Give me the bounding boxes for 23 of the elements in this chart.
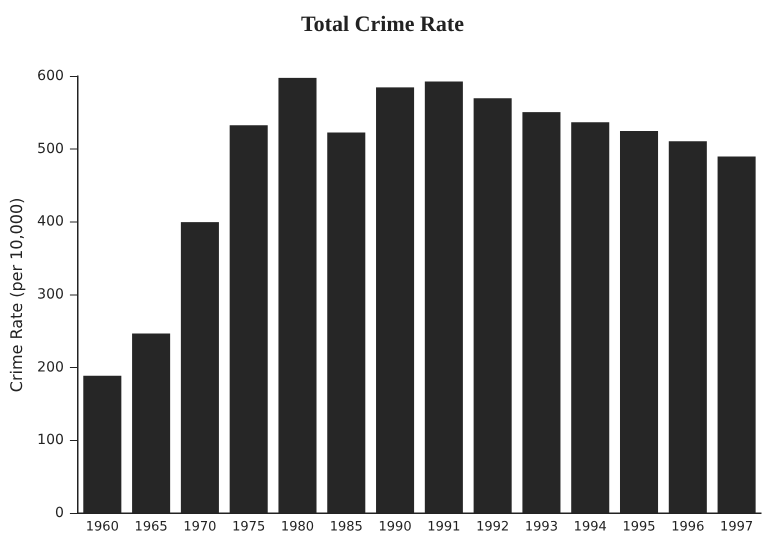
x-tick-label: 1970 bbox=[183, 520, 216, 535]
x-tick-label: 1992 bbox=[476, 520, 510, 535]
y-tick-label: 100 bbox=[37, 432, 64, 448]
y-tick-label: 300 bbox=[37, 286, 64, 303]
y-tick-label: 400 bbox=[37, 214, 64, 230]
chart-title: Total Crime Rate bbox=[301, 10, 464, 36]
x-tick-label: 1996 bbox=[671, 520, 704, 535]
x-tick-label: 1993 bbox=[524, 520, 558, 535]
x-tick-label: 1994 bbox=[574, 520, 607, 535]
x-tick-label: 1997 bbox=[720, 520, 754, 535]
x-tick-label: 1960 bbox=[86, 520, 119, 535]
y-axis-title: Crime Rate (per 10,000) bbox=[6, 198, 26, 392]
y-tick-label: 600 bbox=[37, 68, 64, 84]
x-tick-label: 1995 bbox=[622, 520, 656, 535]
y-tick-label: 500 bbox=[37, 140, 64, 157]
x-tick-label: 1990 bbox=[378, 520, 412, 535]
x-tick-label: 1991 bbox=[427, 520, 460, 535]
y-tick-label: 0 bbox=[55, 505, 64, 522]
y-tick-label: 200 bbox=[37, 359, 64, 376]
x-tick-label: 1975 bbox=[232, 520, 266, 535]
x-tick-label: 1980 bbox=[280, 520, 314, 535]
x-tick-label: 1965 bbox=[134, 520, 168, 535]
x-tick-label: 1985 bbox=[330, 520, 363, 535]
